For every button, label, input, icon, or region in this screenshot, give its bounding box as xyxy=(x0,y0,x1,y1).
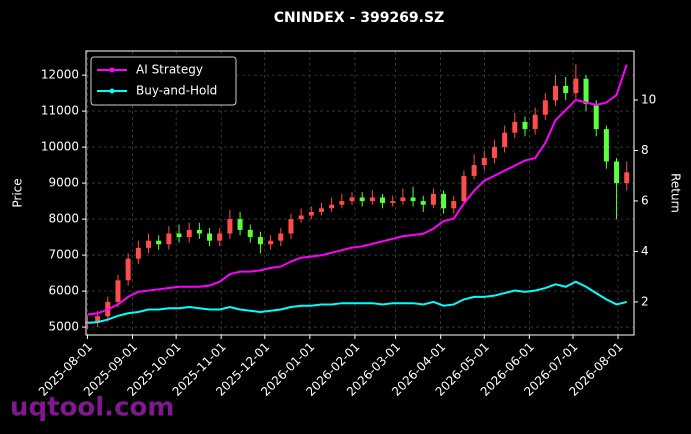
candle-body xyxy=(95,316,101,322)
y-tick-label: 7000 xyxy=(48,248,79,262)
candle-body xyxy=(369,197,375,202)
legend-label: AI Strategy xyxy=(136,63,203,77)
candle-body xyxy=(217,233,223,241)
legend-marker xyxy=(109,88,115,94)
candle-body xyxy=(318,208,324,212)
candle-body xyxy=(481,157,487,166)
candle-body xyxy=(471,165,477,176)
candle-body xyxy=(593,103,599,130)
y-tick-label: 9000 xyxy=(48,176,79,190)
candle-body xyxy=(461,175,467,202)
plot-frame xyxy=(85,50,635,336)
y2-axis-label: Return xyxy=(669,173,683,213)
candle-body xyxy=(207,233,213,241)
candle-body xyxy=(624,172,630,184)
candle-body xyxy=(288,219,294,234)
y-tick-label: 5000 xyxy=(48,320,79,334)
candle-body xyxy=(135,247,141,259)
y2-tick-label: 8 xyxy=(641,143,649,157)
legend-box xyxy=(90,56,237,106)
y2-tick-label: 10 xyxy=(641,92,656,106)
candle-body xyxy=(563,85,569,94)
candle-body xyxy=(390,201,396,203)
y2-tick-label: 2 xyxy=(641,294,649,308)
candle-body xyxy=(176,233,182,238)
candle-body xyxy=(603,129,609,162)
candle-body xyxy=(196,229,202,234)
candle-body xyxy=(441,193,447,209)
candle-body xyxy=(298,215,304,220)
candle-body xyxy=(522,121,528,130)
legend-marker xyxy=(109,67,115,73)
candle-body xyxy=(125,258,131,281)
candle-body xyxy=(553,85,559,101)
y2-tick-label: 6 xyxy=(641,193,649,207)
y-tick-label: 8000 xyxy=(48,212,79,226)
candle-body xyxy=(268,240,274,245)
candle-body xyxy=(278,233,284,241)
candle-body xyxy=(430,193,436,205)
candle-body xyxy=(542,100,548,115)
candle-body xyxy=(227,219,233,234)
y2-tick-label: 4 xyxy=(641,244,649,258)
series-line xyxy=(87,64,628,316)
y-tick-label: 6000 xyxy=(48,284,79,298)
candle-body xyxy=(257,237,263,245)
y-axis-label: Price xyxy=(11,178,25,207)
candle-body xyxy=(308,211,314,216)
candle-body xyxy=(359,197,365,202)
candle-body xyxy=(532,114,538,130)
candle-body xyxy=(614,161,620,184)
candle-body xyxy=(502,132,508,148)
series-line xyxy=(87,280,627,324)
y-tick-label: 10000 xyxy=(41,140,79,154)
candle-body xyxy=(247,229,253,238)
candle-body xyxy=(115,280,121,302)
candle-body xyxy=(237,219,243,230)
candle-body xyxy=(146,240,152,248)
candle-body xyxy=(583,78,589,104)
candle-body xyxy=(491,147,497,158)
candle-body xyxy=(186,229,192,238)
watermark: uqtool.com xyxy=(10,393,174,423)
candle-body xyxy=(420,201,426,205)
candle-body xyxy=(349,197,355,202)
y-tick-label: 12000 xyxy=(41,68,79,82)
candle-body xyxy=(166,233,172,245)
chart-title: CNINDEX - 399269.SZ xyxy=(274,10,444,26)
candle-body xyxy=(400,197,406,202)
candle-body xyxy=(339,201,345,205)
candle-body xyxy=(573,78,579,94)
candle-body xyxy=(329,204,335,209)
candle-body xyxy=(512,121,518,133)
candle-body xyxy=(410,197,416,202)
candle-body xyxy=(156,240,162,245)
y-tick-label: 11000 xyxy=(41,104,79,118)
candle-body xyxy=(380,197,386,203)
candle-body xyxy=(451,201,457,209)
legend-label: Buy-and-Hold xyxy=(136,84,217,98)
